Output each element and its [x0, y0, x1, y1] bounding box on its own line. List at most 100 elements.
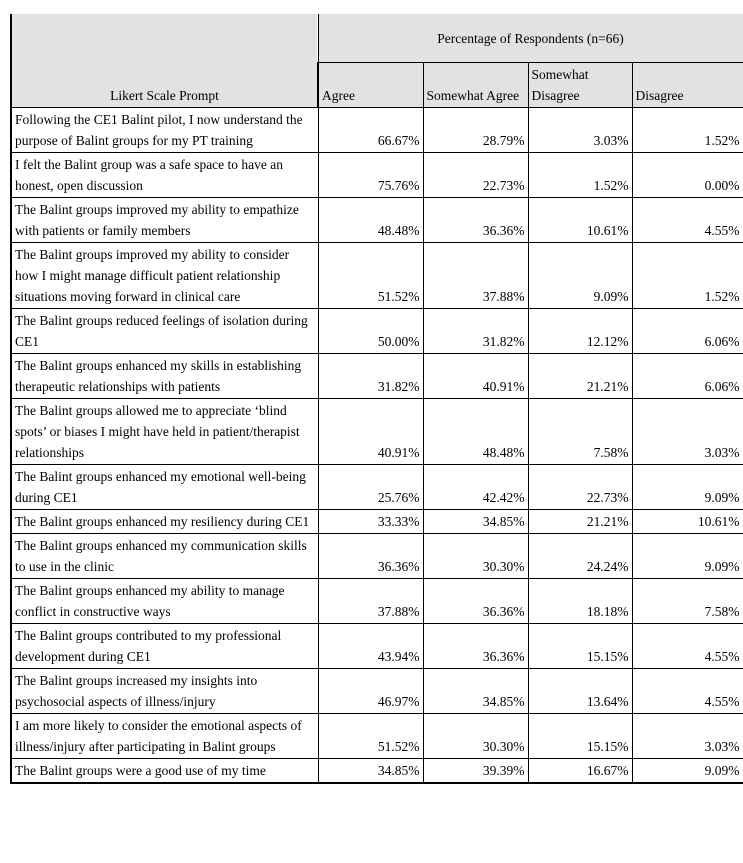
- value-cell: 33.33%: [317, 509, 424, 534]
- value-cell: 34.85%: [317, 758, 424, 784]
- value-cell: 31.82%: [317, 353, 424, 399]
- value-cell: 4.55%: [631, 623, 743, 669]
- respondents-header: Percentage of Respondents (n=66): [317, 14, 743, 63]
- prompt-cell: The Balint groups contributed to my prof…: [10, 623, 319, 669]
- prompt-cell: The Balint groups enhanced my skills in …: [10, 353, 319, 399]
- table-row: The Balint groups were a good use of my …: [10, 758, 743, 784]
- table-row: The Balint groups enhanced my ability to…: [10, 578, 743, 624]
- value-cell: 9.09%: [527, 242, 633, 309]
- table-row: The Balint groups improved my ability to…: [10, 197, 743, 243]
- prompt-cell: Following the CE1 Balint pilot, I now un…: [10, 107, 319, 153]
- value-cell: 37.88%: [317, 578, 424, 624]
- table-header: Likert Scale Prompt Percentage of Respon…: [10, 14, 743, 108]
- table-body: Following the CE1 Balint pilot, I now un…: [10, 107, 743, 784]
- value-cell: 31.82%: [422, 308, 529, 354]
- value-cell: 36.36%: [422, 623, 529, 669]
- value-cell: 46.97%: [317, 668, 424, 714]
- value-cell: 9.09%: [631, 464, 743, 510]
- value-cell: 6.06%: [631, 353, 743, 399]
- value-cell: 39.39%: [422, 758, 529, 784]
- header-row-columns: Agree Somewhat Agree Somewhat Disagree D…: [11, 62, 743, 108]
- value-cell: 1.52%: [631, 107, 743, 153]
- value-cell: 48.48%: [422, 398, 529, 465]
- prompt-cell: I felt the Balint group was a safe space…: [10, 152, 319, 198]
- value-cell: 36.36%: [317, 533, 424, 579]
- value-cell: 13.64%: [527, 668, 633, 714]
- table-row: I felt the Balint group was a safe space…: [10, 152, 743, 198]
- table-row: The Balint groups improved my ability to…: [10, 242, 743, 309]
- prompt-cell: The Balint groups improved my ability to…: [10, 242, 319, 309]
- value-cell: 48.48%: [317, 197, 424, 243]
- value-cell: 28.79%: [422, 107, 529, 153]
- prompt-cell: The Balint groups reduced feelings of is…: [10, 308, 319, 354]
- value-cell: 34.85%: [422, 668, 529, 714]
- likert-results-table: Likert Scale Prompt Percentage of Respon…: [10, 14, 743, 784]
- value-cell: 66.67%: [317, 107, 424, 153]
- prompt-cell: The Balint groups were a good use of my …: [10, 758, 319, 784]
- prompt-cell: The Balint groups enhanced my ability to…: [10, 578, 319, 624]
- table-row: The Balint groups enhanced my resiliency…: [10, 509, 743, 534]
- value-cell: 42.42%: [422, 464, 529, 510]
- value-cell: 9.09%: [631, 533, 743, 579]
- value-cell: 3.03%: [631, 713, 743, 759]
- table-row: The Balint groups increased my insights …: [10, 668, 743, 714]
- value-cell: 18.18%: [527, 578, 633, 624]
- column-header-somewhat-disagree: Somewhat Disagree: [527, 62, 633, 108]
- value-cell: 24.24%: [527, 533, 633, 579]
- value-cell: 6.06%: [631, 308, 743, 354]
- prompt-cell: I am more likely to consider the emotion…: [10, 713, 319, 759]
- value-cell: 21.21%: [527, 353, 633, 399]
- column-header-agree: Agree: [317, 62, 424, 108]
- table-row: The Balint groups allowed me to apprecia…: [10, 398, 743, 465]
- value-cell: 15.15%: [527, 713, 633, 759]
- prompt-cell: The Balint groups enhanced my emotional …: [10, 464, 319, 510]
- value-cell: 10.61%: [631, 509, 743, 534]
- value-cell: 3.03%: [527, 107, 633, 153]
- prompt-column-header: Likert Scale Prompt: [10, 14, 319, 108]
- value-cell: 4.55%: [631, 197, 743, 243]
- header-row-top: Likert Scale Prompt Percentage of Respon…: [10, 14, 743, 108]
- value-cell: 30.30%: [422, 533, 529, 579]
- value-cell: 43.94%: [317, 623, 424, 669]
- value-cell: 36.36%: [422, 197, 529, 243]
- value-cell: 30.30%: [422, 713, 529, 759]
- value-cell: 16.67%: [527, 758, 633, 784]
- column-header-disagree: Disagree: [631, 62, 743, 108]
- value-cell: 25.76%: [317, 464, 424, 510]
- prompt-cell: The Balint groups enhanced my communicat…: [10, 533, 319, 579]
- column-header-somewhat-agree: Somewhat Agree: [422, 62, 529, 108]
- value-cell: 22.73%: [422, 152, 529, 198]
- table-row: The Balint groups enhanced my skills in …: [10, 353, 743, 399]
- value-cell: 3.03%: [631, 398, 743, 465]
- table-row: Following the CE1 Balint pilot, I now un…: [10, 107, 743, 153]
- value-cell: 7.58%: [527, 398, 633, 465]
- value-cell: 34.85%: [422, 509, 529, 534]
- prompt-cell: The Balint groups enhanced my resiliency…: [10, 509, 319, 534]
- value-cell: 12.12%: [527, 308, 633, 354]
- value-cell: 37.88%: [422, 242, 529, 309]
- value-cell: 50.00%: [317, 308, 424, 354]
- table-row: The Balint groups enhanced my emotional …: [10, 464, 743, 510]
- table-row: The Balint groups reduced feelings of is…: [10, 308, 743, 354]
- value-cell: 10.61%: [527, 197, 633, 243]
- value-cell: 75.76%: [317, 152, 424, 198]
- prompt-cell: The Balint groups improved my ability to…: [10, 197, 319, 243]
- value-cell: 7.58%: [631, 578, 743, 624]
- value-cell: 51.52%: [317, 713, 424, 759]
- value-cell: 4.55%: [631, 668, 743, 714]
- value-cell: 51.52%: [317, 242, 424, 309]
- value-cell: 9.09%: [631, 758, 743, 784]
- prompt-cell: The Balint groups allowed me to apprecia…: [10, 398, 319, 465]
- value-cell: 21.21%: [527, 509, 633, 534]
- value-cell: 1.52%: [631, 242, 743, 309]
- value-cell: 0.00%: [631, 152, 743, 198]
- value-cell: 36.36%: [422, 578, 529, 624]
- value-cell: 40.91%: [317, 398, 424, 465]
- table-row: The Balint groups contributed to my prof…: [10, 623, 743, 669]
- prompt-cell: The Balint groups increased my insights …: [10, 668, 319, 714]
- table-row: The Balint groups enhanced my communicat…: [10, 533, 743, 579]
- table-row: I am more likely to consider the emotion…: [10, 713, 743, 759]
- value-cell: 22.73%: [527, 464, 633, 510]
- value-cell: 40.91%: [422, 353, 529, 399]
